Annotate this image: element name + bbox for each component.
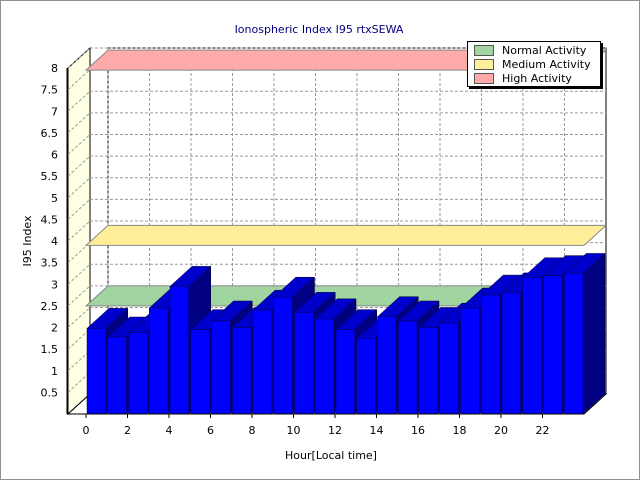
y-tick-label: 2: [51, 322, 58, 335]
y-tick-label: 3.5: [41, 257, 59, 270]
axes-group: 0.5 1 1.5 2 2.5 3 3.5 4 4.5 5 5.5 6 6.5 7 7.5 8 0 2 4 6 8 10 1…: [41, 62, 584, 437]
bar: [501, 292, 521, 415]
bar-side: [582, 252, 606, 415]
bar: [543, 275, 563, 415]
legend-label-normal: Normal Activity: [502, 44, 587, 57]
y-tick-label: 4.5: [41, 213, 59, 226]
bar: [418, 327, 438, 415]
y-axis-label: I95 Index: [21, 215, 34, 267]
chart-title: Ionospheric Index I95 rtxSEWA: [235, 23, 404, 36]
y-tick-label: 5.5: [41, 170, 59, 183]
y-tick-label: 1.5: [41, 343, 59, 356]
bar: [232, 327, 252, 415]
bar-group: [563, 252, 606, 415]
bar: [128, 332, 148, 415]
y-tick-label: 1: [51, 365, 58, 378]
bar: [439, 322, 459, 415]
y-tick-label: 4: [51, 235, 58, 248]
bar: [481, 294, 501, 415]
bar: [86, 328, 106, 415]
y-tick-label: 7.5: [41, 84, 59, 97]
legend-swatch-medium: [474, 58, 494, 70]
bar: [273, 296, 293, 415]
side-wall: [67, 46, 91, 416]
y-tick-label: 7: [51, 105, 58, 118]
bar: [149, 307, 169, 415]
y-tick-label: 0.5: [41, 386, 59, 399]
activity-band-medium: [84, 224, 608, 246]
legend-swatch-high: [474, 72, 494, 84]
bar: [398, 320, 418, 415]
x-tick-label: 16: [411, 424, 425, 437]
x-tick-label: 4: [166, 424, 173, 437]
y-tick-label: 6.5: [41, 127, 59, 140]
bar: [335, 329, 355, 415]
x-axis-label: Hour[Local time]: [285, 449, 377, 462]
bar: [294, 312, 314, 415]
legend: Normal Activity Medium Activity High Act…: [467, 41, 601, 87]
bar: [107, 336, 127, 415]
legend-item-high: High Activity: [474, 72, 572, 86]
y-tick-label: 8: [51, 62, 58, 75]
x-tick-label: 20: [494, 424, 508, 437]
bar: [377, 316, 397, 415]
x-tick-label: 0: [83, 424, 90, 437]
legend-swatch-normal: [474, 44, 494, 56]
y-tick-label: 2.5: [41, 300, 59, 313]
bar: [460, 307, 480, 415]
legend-label-medium: Medium Activity: [502, 58, 591, 71]
bar: [564, 273, 584, 415]
x-tick-label: 8: [249, 424, 256, 437]
y-tick-label: 6: [51, 149, 58, 162]
bar: [252, 309, 272, 415]
x-tick-label: 6: [207, 424, 214, 437]
legend-item-normal: Normal Activity: [474, 44, 586, 58]
legend-label-high: High Activity: [502, 72, 572, 85]
x-tick-label: 18: [453, 424, 467, 437]
legend-item-medium: Medium Activity: [474, 58, 591, 72]
bar: [522, 277, 542, 415]
x-tick-label: 12: [328, 424, 342, 437]
x-tick-label: 22: [536, 424, 550, 437]
y-tick-label: 5: [51, 192, 58, 205]
bar: [211, 320, 231, 415]
bar: [315, 318, 335, 415]
x-tick-label: 14: [370, 424, 384, 437]
x-tick-label: 2: [124, 424, 131, 437]
bar: [169, 286, 189, 415]
x-tick-label: 10: [287, 424, 301, 437]
bar: [356, 338, 376, 415]
y-tick-label: 3: [51, 278, 58, 291]
bar: [190, 329, 210, 415]
